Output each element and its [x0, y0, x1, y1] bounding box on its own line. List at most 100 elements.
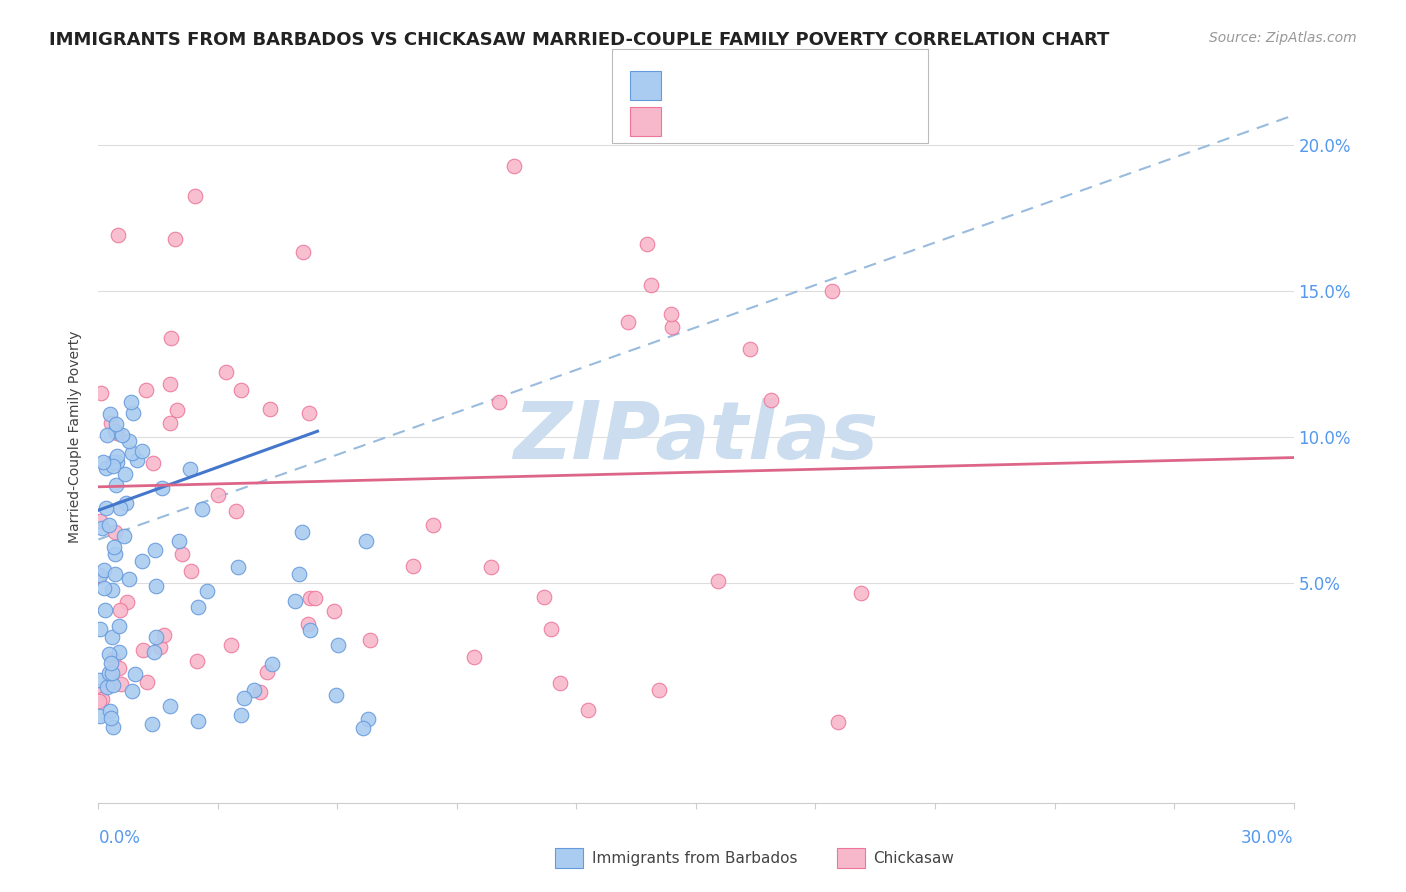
Point [91, 454, 114, 468]
Point [89, 709, 111, 723]
Point [159, 699, 181, 714]
Point [105, 426, 128, 441]
Point [117, 594, 139, 608]
Point [219, 638, 242, 652]
Point [325, 688, 347, 702]
Point [100, 711, 122, 725]
Point [849, 586, 872, 600]
Y-axis label: Married-Couple Family Poverty: Married-Couple Family Poverty [69, 331, 83, 543]
Point [105, 417, 128, 431]
Point [96, 428, 118, 442]
Text: Chickasaw: Chickasaw [873, 851, 955, 865]
Point [402, 559, 425, 574]
Point [121, 446, 143, 460]
Point [90, 521, 112, 535]
Point [291, 524, 314, 539]
Point [145, 579, 167, 593]
Point [488, 395, 510, 409]
Point [163, 232, 186, 246]
Point [422, 518, 444, 533]
Point [357, 712, 380, 726]
Point [322, 603, 344, 617]
Point [108, 603, 131, 617]
Point [184, 189, 207, 203]
Point [463, 649, 485, 664]
Point [145, 630, 167, 644]
Point [100, 665, 122, 680]
Point [707, 574, 730, 588]
Point [299, 623, 322, 637]
Point [136, 674, 159, 689]
Point [821, 284, 844, 298]
Point [89, 622, 111, 636]
Point [87, 673, 110, 687]
Point [187, 714, 209, 729]
Point [131, 444, 153, 458]
Point [104, 547, 127, 561]
Point [287, 567, 309, 582]
Point [214, 365, 236, 379]
Point [617, 315, 640, 329]
Point [759, 392, 782, 407]
Point [260, 657, 283, 671]
Point [827, 714, 849, 729]
Point [226, 559, 249, 574]
Point [152, 481, 174, 495]
Point [225, 504, 247, 518]
Point [299, 591, 322, 606]
Point [110, 677, 132, 691]
Point [93, 581, 115, 595]
Point [107, 227, 129, 242]
Point [503, 159, 526, 173]
Point [124, 667, 146, 681]
Point [229, 707, 252, 722]
Point [284, 594, 307, 608]
Point [121, 684, 143, 698]
Point [101, 678, 124, 692]
Point [738, 343, 761, 357]
Point [97, 647, 120, 661]
Point [298, 406, 321, 420]
Point [259, 402, 281, 417]
Point [142, 456, 165, 470]
Point [256, 665, 278, 679]
Point [166, 402, 188, 417]
Point [110, 501, 132, 516]
Point [540, 622, 562, 636]
Point [100, 631, 122, 645]
Point [576, 703, 599, 717]
Point [548, 676, 571, 690]
Point [640, 277, 662, 292]
Point [103, 541, 125, 555]
Point [249, 685, 271, 699]
Point [647, 683, 669, 698]
Point [98, 518, 121, 533]
Point [104, 524, 127, 539]
Point [118, 434, 141, 449]
Point [114, 467, 136, 481]
Point [167, 533, 190, 548]
Point [352, 721, 374, 735]
Point [94, 460, 117, 475]
Point [159, 417, 181, 431]
Point [93, 602, 115, 616]
Point [93, 563, 115, 577]
Point [100, 656, 122, 670]
Point [661, 319, 683, 334]
Point [243, 683, 266, 698]
Point [98, 673, 121, 687]
Point [101, 582, 124, 597]
Point [229, 383, 252, 397]
Point [108, 661, 131, 675]
Text: R = 0.056   N = 68: R = 0.056 N = 68 [672, 111, 842, 128]
Text: R = 0.098   N = 79: R = 0.098 N = 79 [672, 75, 842, 93]
Point [661, 307, 683, 321]
Point [179, 462, 201, 476]
Point [153, 628, 176, 642]
Point [159, 376, 181, 391]
Point [118, 572, 141, 586]
Point [89, 684, 111, 698]
Point [195, 584, 218, 599]
Point [98, 407, 121, 421]
Point [187, 599, 209, 614]
